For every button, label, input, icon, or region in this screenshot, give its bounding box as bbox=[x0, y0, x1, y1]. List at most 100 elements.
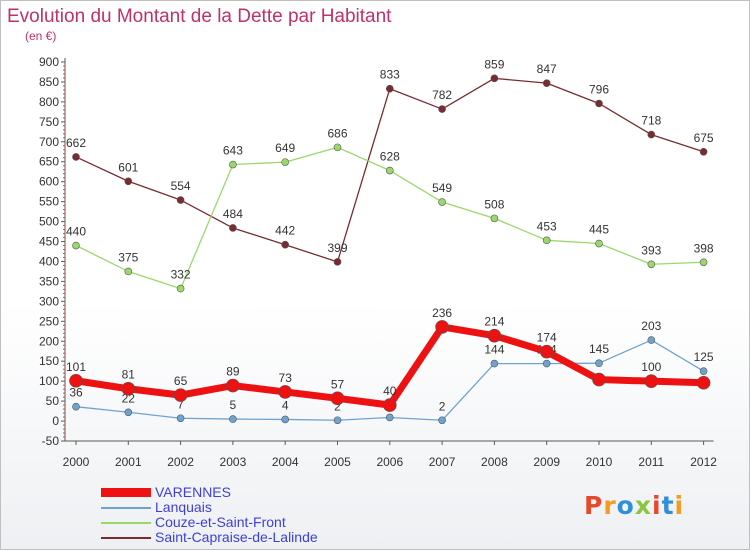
data-point bbox=[647, 130, 656, 139]
data-point bbox=[281, 415, 290, 424]
data-point bbox=[333, 416, 342, 425]
y-tick-label: 600 bbox=[39, 175, 59, 189]
data-label: 73 bbox=[279, 371, 293, 385]
data-point bbox=[490, 214, 499, 223]
legend-swatch bbox=[101, 522, 151, 524]
data-point bbox=[487, 328, 502, 343]
data-point bbox=[124, 177, 133, 186]
data-label: 675 bbox=[694, 131, 714, 145]
data-label: 2 bbox=[334, 399, 341, 413]
y-tick-label: 450 bbox=[39, 235, 59, 249]
data-label: 214 bbox=[484, 315, 504, 329]
x-tick-label: 2011 bbox=[638, 455, 664, 469]
data-label: 508 bbox=[484, 197, 504, 211]
data-point bbox=[385, 84, 394, 93]
data-point bbox=[647, 336, 656, 344]
data-label: 332 bbox=[171, 268, 191, 282]
y-tick-label: 350 bbox=[39, 274, 59, 288]
data-point bbox=[124, 408, 133, 417]
data-point bbox=[490, 359, 499, 368]
legend-label: Saint-Capraise-de-Lalinde bbox=[155, 529, 318, 545]
x-tick-label: 2005 bbox=[324, 455, 351, 469]
data-label: 144 bbox=[484, 343, 504, 357]
logo-letter: i bbox=[652, 491, 662, 520]
data-label: 40 bbox=[383, 384, 397, 398]
legend-swatch bbox=[101, 537, 151, 539]
data-label: 686 bbox=[327, 126, 347, 140]
y-tick-label: 100 bbox=[39, 374, 59, 388]
data-point bbox=[542, 236, 551, 245]
proxiti-logo: Proxiti bbox=[584, 491, 684, 520]
data-point bbox=[226, 378, 240, 393]
chart-subtitle: (en €) bbox=[25, 29, 57, 43]
data-point bbox=[121, 381, 136, 396]
data-label: 393 bbox=[641, 243, 661, 257]
y-tick-label: 0 bbox=[52, 414, 59, 428]
data-point bbox=[281, 158, 290, 166]
y-tick-label: 700 bbox=[39, 135, 59, 149]
legend-label: VARENNES bbox=[155, 484, 231, 500]
data-point bbox=[490, 74, 499, 83]
data-label: 81 bbox=[122, 368, 136, 382]
data-point bbox=[229, 160, 237, 169]
data-point bbox=[438, 198, 446, 206]
x-tick-label: 2012 bbox=[690, 455, 717, 469]
data-point bbox=[382, 398, 397, 412]
y-tick-label: 150 bbox=[39, 354, 59, 368]
data-point bbox=[281, 240, 290, 249]
x-tick-label: 2010 bbox=[586, 455, 613, 469]
data-label: 174 bbox=[537, 331, 557, 345]
data-label: 398 bbox=[694, 241, 714, 255]
data-point bbox=[644, 374, 659, 388]
x-tick-label: 2008 bbox=[481, 455, 508, 469]
y-tick-label: 650 bbox=[39, 155, 59, 169]
legend-label: Lanquais bbox=[155, 499, 212, 515]
data-point bbox=[176, 414, 185, 423]
data-point bbox=[438, 416, 446, 425]
x-tick-label: 2009 bbox=[533, 455, 560, 469]
legend-swatch bbox=[101, 488, 151, 497]
data-label: 5 bbox=[230, 398, 237, 412]
chart-title: Evolution du Montant de la Dette par Hab… bbox=[7, 6, 392, 27]
y-tick-label: 50 bbox=[46, 394, 60, 408]
data-point bbox=[438, 105, 446, 113]
data-point bbox=[539, 344, 554, 359]
data-label: 662 bbox=[66, 136, 86, 150]
data-label: 7 bbox=[177, 397, 184, 411]
logo-letter: P bbox=[584, 491, 604, 520]
data-label: 796 bbox=[589, 82, 609, 96]
data-point bbox=[595, 99, 603, 108]
data-point bbox=[595, 359, 603, 368]
data-point bbox=[72, 402, 80, 411]
data-label: 2 bbox=[439, 399, 446, 413]
data-point bbox=[176, 284, 185, 293]
logo-letter: x bbox=[634, 491, 652, 520]
data-point bbox=[542, 359, 551, 368]
data-point bbox=[330, 391, 345, 406]
data-label: 36 bbox=[69, 386, 83, 400]
data-point bbox=[176, 196, 185, 204]
data-label: 22 bbox=[122, 391, 136, 405]
y-tick-label: 200 bbox=[39, 334, 59, 348]
data-label: 445 bbox=[589, 223, 609, 237]
data-label: 101 bbox=[66, 360, 86, 374]
data-label: 236 bbox=[432, 306, 452, 320]
data-label: 484 bbox=[223, 207, 243, 221]
logo-letter: r bbox=[603, 491, 617, 520]
data-point bbox=[278, 385, 293, 399]
y-tick-label: 900 bbox=[39, 55, 59, 69]
data-point bbox=[72, 153, 80, 161]
x-tick-label: 2002 bbox=[167, 455, 194, 469]
data-label: 453 bbox=[537, 219, 557, 233]
data-label: 628 bbox=[380, 150, 400, 164]
data-label: 847 bbox=[537, 62, 557, 76]
legend-label: Couze-et-Saint-Front bbox=[155, 514, 286, 530]
data-point bbox=[385, 413, 394, 422]
data-point bbox=[229, 415, 237, 423]
data-point bbox=[699, 147, 708, 156]
data-label: 643 bbox=[223, 144, 243, 158]
data-label: 833 bbox=[380, 68, 400, 82]
data-label: 399 bbox=[327, 241, 347, 255]
data-label: 145 bbox=[589, 342, 609, 356]
